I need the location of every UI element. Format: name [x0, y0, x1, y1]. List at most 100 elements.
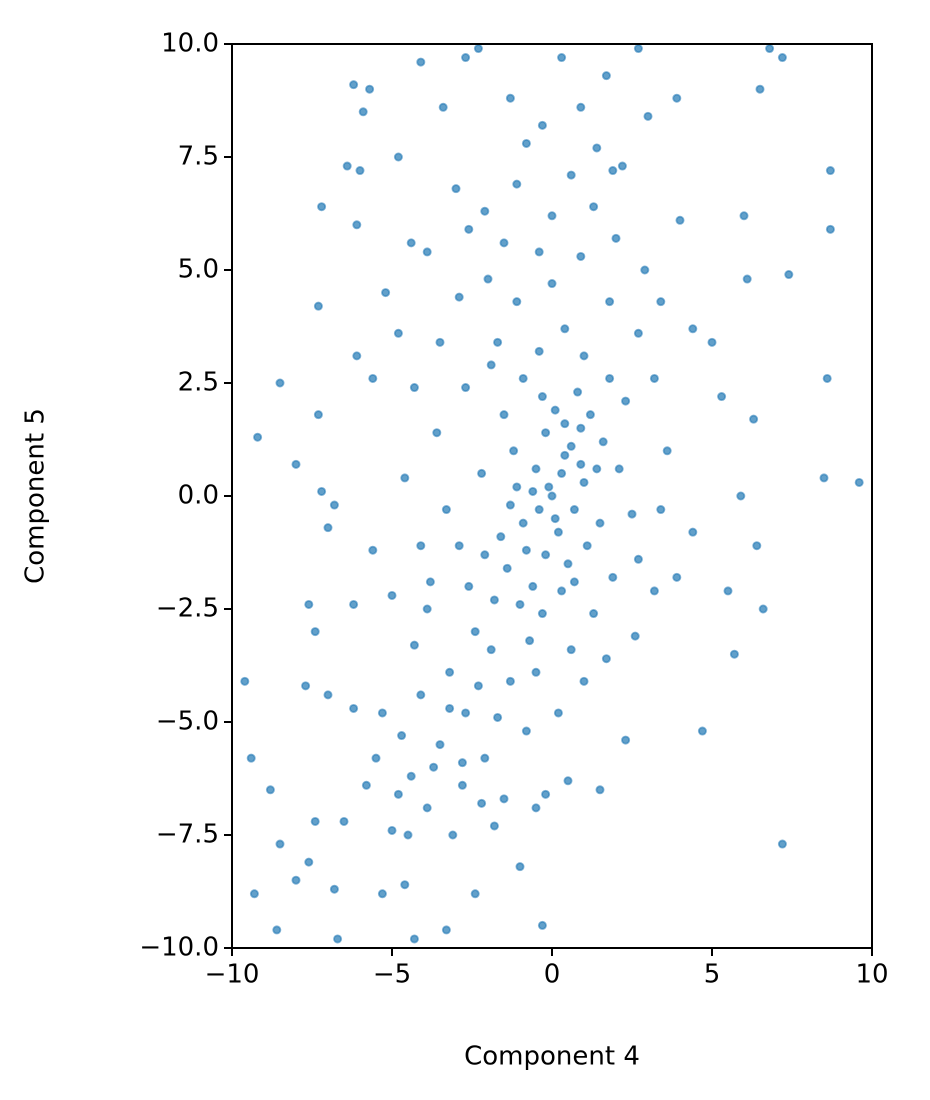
point — [317, 202, 327, 212]
point — [448, 830, 458, 840]
point — [573, 387, 583, 397]
point — [825, 166, 835, 176]
point — [736, 491, 746, 501]
point — [537, 120, 547, 130]
point — [368, 373, 378, 383]
point — [608, 572, 618, 582]
point — [313, 410, 323, 420]
point — [566, 170, 576, 180]
point — [749, 414, 759, 424]
point — [563, 559, 573, 569]
point — [329, 884, 339, 894]
point — [493, 337, 503, 347]
point — [614, 464, 624, 474]
point — [656, 505, 666, 515]
point — [310, 816, 320, 826]
y-tick-label: −5.0 — [156, 707, 219, 737]
point — [819, 473, 829, 483]
point — [662, 446, 672, 456]
point — [589, 609, 599, 619]
point — [473, 681, 483, 691]
point — [534, 247, 544, 257]
point — [387, 825, 397, 835]
point — [560, 419, 570, 429]
point — [451, 184, 461, 194]
point — [416, 57, 426, 67]
point — [473, 44, 483, 54]
point — [521, 138, 531, 148]
point — [393, 328, 403, 338]
point — [528, 581, 538, 591]
x-tick-label: 10 — [855, 960, 888, 990]
point — [393, 152, 403, 162]
point — [409, 383, 419, 393]
point — [438, 102, 448, 112]
point — [854, 477, 864, 487]
x-tick-label: −10 — [205, 960, 260, 990]
point — [534, 346, 544, 356]
point — [265, 785, 275, 795]
point — [323, 523, 333, 533]
point — [477, 468, 487, 478]
point — [493, 712, 503, 722]
point — [349, 80, 359, 90]
point — [537, 609, 547, 619]
point — [576, 423, 586, 433]
point — [249, 889, 259, 899]
point — [352, 351, 362, 361]
point — [240, 676, 250, 686]
point — [275, 378, 285, 388]
point — [531, 464, 541, 474]
point — [512, 179, 522, 189]
point — [349, 599, 359, 609]
point — [422, 803, 432, 813]
point — [352, 220, 362, 230]
point — [553, 708, 563, 718]
point — [544, 482, 554, 492]
point — [537, 920, 547, 930]
point — [509, 446, 519, 456]
point — [505, 500, 515, 510]
point — [560, 324, 570, 334]
point — [483, 274, 493, 284]
point — [617, 161, 627, 171]
point — [656, 297, 666, 307]
y-tick-label: 2.5 — [178, 368, 219, 398]
point — [435, 337, 445, 347]
point — [758, 604, 768, 614]
point — [400, 473, 410, 483]
point — [601, 71, 611, 81]
y-tick-label: 10.0 — [161, 29, 219, 59]
point — [393, 789, 403, 799]
point — [512, 297, 522, 307]
point — [541, 550, 551, 560]
point — [569, 577, 579, 587]
point — [784, 270, 794, 280]
point — [397, 731, 407, 741]
point — [317, 486, 327, 496]
point — [441, 505, 451, 515]
point — [601, 654, 611, 664]
point — [697, 726, 707, 736]
y-tick-label: −10.0 — [139, 933, 219, 963]
point — [585, 410, 595, 420]
point — [557, 586, 567, 596]
point — [477, 798, 487, 808]
y-tick-label: −7.5 — [156, 820, 219, 850]
x-tick-label: 0 — [544, 960, 561, 990]
point — [742, 274, 752, 284]
point — [457, 780, 467, 790]
point — [589, 202, 599, 212]
point — [461, 53, 471, 63]
point — [688, 324, 698, 334]
y-tick-label: −2.5 — [156, 594, 219, 624]
point — [445, 703, 455, 713]
x-tick-label: 5 — [704, 960, 721, 990]
point — [547, 491, 557, 501]
point — [502, 563, 512, 573]
point — [566, 441, 576, 451]
point — [461, 708, 471, 718]
point — [422, 247, 432, 257]
point — [643, 111, 653, 121]
point — [403, 830, 413, 840]
